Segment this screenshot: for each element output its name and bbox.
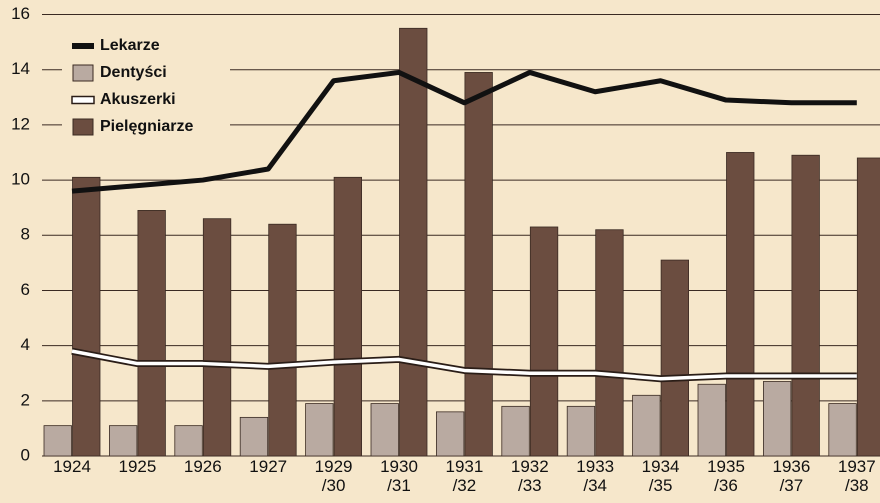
x-tick-label: 1934/35 xyxy=(642,457,680,495)
x-tick-line: 1925 xyxy=(118,457,156,476)
x-tick-label: 1930/31 xyxy=(380,457,418,495)
y-tick-label: 14 xyxy=(11,59,30,78)
chart: 0 2 4 6 8 10 12 14 16 1924 1925 1926 1927 1929/30 1930… xyxy=(0,0,880,503)
x-tick-line: 1933 xyxy=(576,457,614,476)
x-tick-label: 1927 xyxy=(249,457,287,476)
y-tick-label: 10 xyxy=(11,170,30,189)
bar xyxy=(465,72,493,456)
x-tick-label: 1926 xyxy=(184,457,222,476)
bar xyxy=(138,210,166,456)
bar xyxy=(175,426,203,456)
legend-label: Lekarze xyxy=(100,37,160,54)
bar xyxy=(109,426,136,456)
x-tick-label: 1935/36 xyxy=(707,457,745,495)
x-tick-line: /30 xyxy=(322,476,346,495)
x-tick-label: 1933/34 xyxy=(576,457,614,495)
x-tick-line: /34 xyxy=(583,476,607,495)
bar xyxy=(698,384,726,456)
legend-swatch xyxy=(72,43,94,49)
x-tick-line: /37 xyxy=(780,476,804,495)
x-tick-line: /31 xyxy=(387,476,411,495)
legend-label: Pielęgniarze xyxy=(100,118,193,135)
bar xyxy=(306,404,334,456)
bar xyxy=(269,224,297,456)
bar xyxy=(240,417,268,456)
legend-swatch xyxy=(73,65,93,81)
y-tick-label: 12 xyxy=(11,114,30,133)
bar xyxy=(727,152,755,456)
bar xyxy=(792,155,820,456)
bar xyxy=(73,177,101,456)
x-tick-line: 1931 xyxy=(445,457,483,476)
bar xyxy=(371,404,399,456)
x-tick-label: 1932/33 xyxy=(511,457,549,495)
x-tick-line: 1932 xyxy=(511,457,549,476)
x-tick-line: 1934 xyxy=(642,457,680,476)
x-tick-line: /33 xyxy=(518,476,542,495)
bar xyxy=(857,158,880,456)
bar xyxy=(530,227,558,456)
legend-swatch xyxy=(73,119,93,135)
x-tick-label: 1931/32 xyxy=(445,457,483,495)
x-tick-label: 1937/38 xyxy=(838,457,876,495)
bar xyxy=(502,406,530,456)
y-tick-label: 6 xyxy=(21,280,30,299)
bar xyxy=(400,28,428,456)
y-tick-label: 2 xyxy=(21,390,30,409)
x-tick-line: 1929 xyxy=(315,457,353,476)
x-tick-line: 1924 xyxy=(53,457,91,476)
bar xyxy=(44,426,72,456)
y-tick-label: 0 xyxy=(21,445,30,464)
x-tick-label: 1936/37 xyxy=(772,457,810,495)
x-tick-label: 1929/30 xyxy=(315,457,353,495)
bar xyxy=(763,381,791,456)
x-tick-line: 1936 xyxy=(772,457,810,476)
x-tick-line: /36 xyxy=(714,476,738,495)
x-tick-line: 1927 xyxy=(249,457,287,476)
legend-label: Dentyści xyxy=(100,64,167,81)
bar xyxy=(661,260,689,456)
bar xyxy=(567,406,595,456)
y-tick-label: 16 xyxy=(11,4,30,23)
legend-label: Akuszerki xyxy=(100,91,176,108)
x-tick-line: /32 xyxy=(453,476,477,495)
bar xyxy=(436,412,464,456)
bar xyxy=(596,230,624,456)
x-tick-line: 1926 xyxy=(184,457,222,476)
legend-swatch xyxy=(72,97,94,104)
bar xyxy=(334,177,362,456)
y-tick-label: 4 xyxy=(21,335,30,354)
y-tick-label: 8 xyxy=(21,225,30,244)
x-tick-label: 1925 xyxy=(118,457,156,476)
bar xyxy=(203,219,231,456)
x-tick-line: /35 xyxy=(649,476,673,495)
x-tick-line: 1930 xyxy=(380,457,418,476)
x-tick-line: 1935 xyxy=(707,457,745,476)
x-tick-line: 1937 xyxy=(838,457,876,476)
x-tick-line: /38 xyxy=(845,476,869,495)
x-tick-label: 1924 xyxy=(53,457,91,476)
bar xyxy=(829,404,857,456)
bar xyxy=(633,395,661,456)
